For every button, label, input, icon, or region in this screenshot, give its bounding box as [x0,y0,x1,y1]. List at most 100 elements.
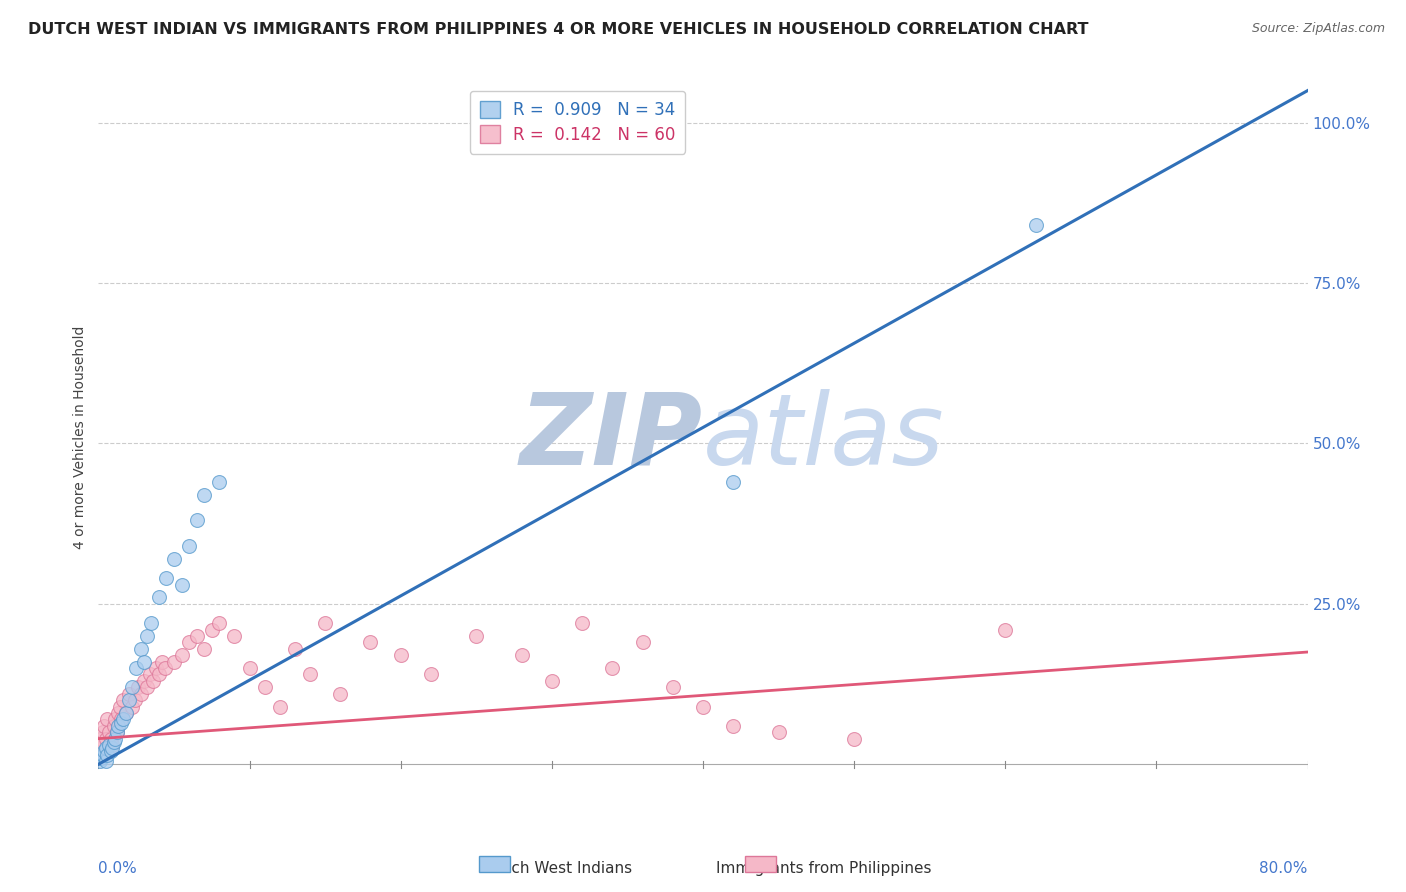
Point [139,667,162,681]
Point [186,629,208,643]
Point [768,725,790,739]
Point [239,661,262,675]
Point [91,747,114,762]
Point [98,738,121,752]
Point [129,687,152,701]
Point [844,731,866,746]
Point [121,699,143,714]
Point [114,706,136,720]
Point [132,655,155,669]
Point [602,661,624,675]
Point [108,699,131,714]
Point [314,616,336,631]
Text: 80.0%: 80.0% [1260,862,1308,876]
Point [100,731,122,746]
Text: Immigrants from Philippines: Immigrants from Philippines [716,862,932,876]
Point [118,693,141,707]
Point [389,648,412,663]
Text: DUTCH WEST INDIAN VS IMMIGRANTS FROM PHILIPPINES 4 OR MORE VEHICLES IN HOUSEHOLD: DUTCH WEST INDIAN VS IMMIGRANTS FROM PHI… [28,22,1088,37]
Point [132,673,155,688]
Point [96,747,118,762]
Point [360,635,382,649]
Point [170,648,193,663]
Point [104,731,127,746]
Point [104,712,127,726]
Point [101,741,124,756]
Text: atlas: atlas [703,389,945,485]
Point [93,719,115,733]
Point [111,712,134,726]
Bar [479,856,509,872]
Point [96,712,118,726]
Point [224,629,246,643]
Point [103,719,125,733]
Point [93,744,115,758]
Point [94,731,117,746]
Point [148,667,170,681]
Point [420,667,443,681]
Point [127,681,149,695]
Point [89,754,111,768]
Point [201,623,224,637]
Point [89,731,111,746]
Point [101,738,124,752]
Point [100,744,122,758]
Point [510,648,533,663]
Point [150,655,173,669]
Y-axis label: 4 or more Vehicles in Household: 4 or more Vehicles in Household [73,326,87,549]
Point [90,738,112,752]
Legend: R =  0.909   N = 34, R =  0.142   N = 60: R = 0.909 N = 34, R = 0.142 N = 60 [470,91,685,153]
Point [105,725,128,739]
Point [107,706,129,720]
Point [129,641,152,656]
Point [107,719,129,733]
Point [110,715,132,730]
Point [163,655,186,669]
Point [723,475,745,489]
Point [155,571,177,585]
Point [1024,219,1046,233]
Point [193,488,215,502]
Bar [745,856,776,872]
Point [125,661,148,675]
Point [118,687,141,701]
Point [135,681,157,695]
Point [124,693,146,707]
Text: 0.0%: 0.0% [98,862,138,876]
Point [121,681,143,695]
Point [179,539,201,553]
Point [145,661,167,675]
Point [94,754,117,768]
Point [723,719,745,733]
Point [98,725,121,739]
Point [94,741,117,756]
Point [142,673,165,688]
Point [540,673,562,688]
Point [299,667,322,681]
Point [91,725,114,739]
Point [90,751,112,765]
Point [141,616,163,631]
Point [269,699,291,714]
Point [661,681,683,695]
Point [110,712,132,726]
Point [253,681,276,695]
Point [994,623,1017,637]
Point [208,475,231,489]
Text: Source: ZipAtlas.com: Source: ZipAtlas.com [1251,22,1385,36]
Point [692,699,714,714]
Point [148,591,170,605]
Point [114,706,136,720]
Text: ZIP: ZIP [520,389,703,485]
Point [103,735,125,749]
Point [465,629,488,643]
Point [170,577,193,591]
Point [105,725,128,739]
Point [193,641,215,656]
Point [135,629,157,643]
Point [571,616,593,631]
Point [153,661,176,675]
Point [179,635,201,649]
Point [631,635,654,649]
Point [111,693,134,707]
